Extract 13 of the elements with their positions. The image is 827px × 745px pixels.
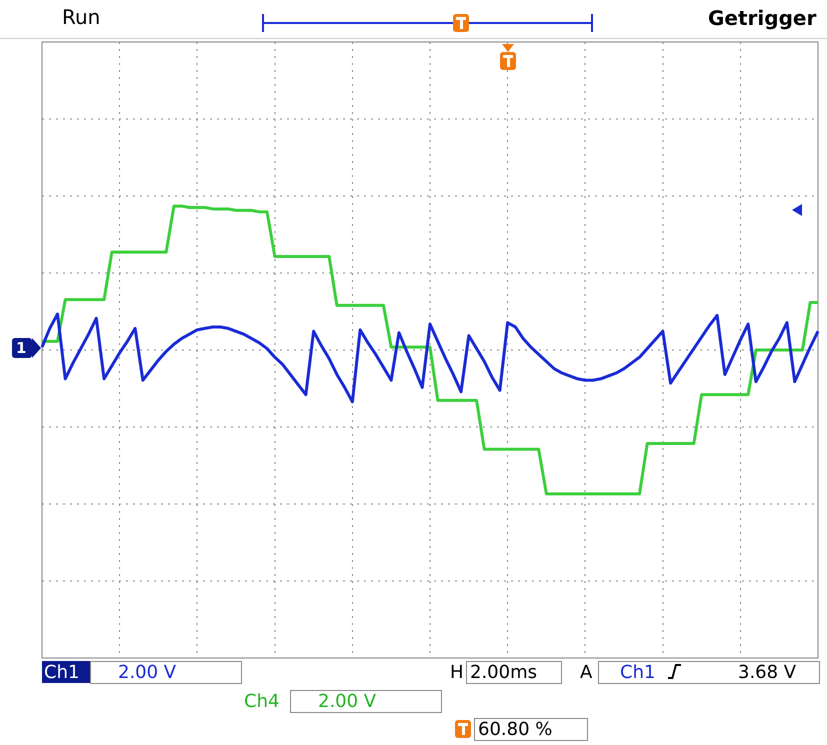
text: H	[450, 662, 464, 683]
text: Getrigger	[708, 6, 816, 30]
text: 2.00ms	[470, 662, 537, 683]
text: Run	[62, 5, 100, 29]
text: Ch1	[620, 662, 656, 683]
text: Ch1	[44, 662, 80, 683]
text: Ch4	[244, 691, 280, 712]
text: 60.80 %	[478, 719, 552, 740]
text: 2.00 V	[318, 691, 376, 712]
text: 1	[16, 339, 26, 357]
text: 3.68 V	[738, 662, 796, 683]
text: 2.00 V	[118, 662, 176, 683]
text: A	[580, 662, 592, 683]
